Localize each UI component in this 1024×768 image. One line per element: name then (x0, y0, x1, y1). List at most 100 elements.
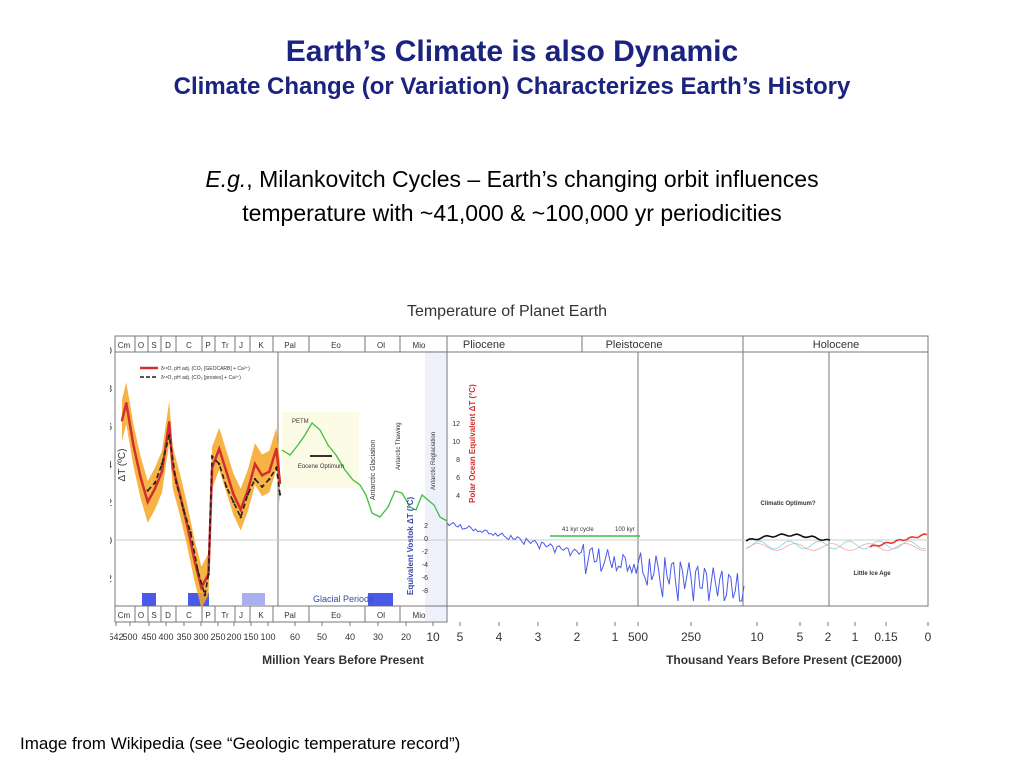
slide-body: E.g., Milankovitch Cycles – Earth’s chan… (0, 162, 1024, 230)
x-tick-label: 50 (317, 632, 327, 642)
vostok-label: Equivalent Vostok ΔT (°C) (406, 497, 415, 595)
data-point (218, 462, 221, 466)
x-tick-label: 2 (825, 630, 832, 644)
period-label-top: Eo (331, 341, 341, 350)
data-point (268, 478, 271, 481)
period-label-bottom: Ol (377, 611, 385, 620)
data-point (185, 523, 189, 526)
y-tick-label: -2 (110, 574, 112, 585)
data-point (171, 466, 174, 469)
x-tick-label: 0.15 (874, 630, 898, 644)
y-tick-label: 0 (110, 536, 112, 547)
glacial-band (242, 593, 265, 606)
period-label-top: Mio (413, 341, 426, 350)
cenozoic-trace (281, 421, 448, 522)
data-point (200, 586, 203, 589)
period-label-bottom: Mio (413, 611, 426, 620)
legend-label-proxies: δ¹⁸O, pH adj. (CO₂ [proxies] + Ca²⁺) (161, 375, 241, 381)
petm-label: PETM (292, 419, 309, 425)
period-label-bottom: Eo (331, 611, 341, 620)
antarctic-reglaciation-label: Antarctic Reglaciation (431, 432, 437, 490)
temperature-chart: Temperature of Planet Earth Cm O S D C P Tr J K P… (110, 303, 932, 667)
x-tick-label: 250 (210, 632, 225, 642)
data-point (189, 531, 192, 534)
data-point (260, 474, 264, 477)
data-point (153, 481, 157, 485)
period-label-top: Holocene (813, 339, 859, 351)
polar-ocean-label: Polar Ocean Equivalent ΔT (°C) (468, 384, 477, 503)
polar-tick-label: 6 (456, 475, 460, 482)
period-label-top: J (239, 341, 243, 350)
slide-title-block: Earth’s Climate is also Dynamic Climate … (0, 34, 1024, 102)
antarctic-glaciation-label: Antarctic Glaciation (370, 440, 377, 500)
data-point (246, 489, 249, 492)
period-label-top: Pliocene (463, 339, 505, 351)
data-point (182, 508, 185, 511)
x-tick-label: 200 (226, 632, 241, 642)
data-point (225, 470, 228, 473)
data-point (207, 573, 210, 576)
x-tick-label: 2 (574, 630, 581, 644)
period-label-top: Cm (118, 341, 131, 350)
data-point (160, 470, 164, 473)
body-line-2: temperature with ~41,000 & ~100,000 yr p… (242, 200, 782, 226)
period-label-top: P (205, 341, 210, 350)
vostok-tick-label: -2 (422, 549, 428, 556)
period-label-bottom: J (239, 611, 243, 620)
y-tick-label: 10 (110, 346, 112, 357)
cycle-41-label: 41 kyr cycle (562, 527, 594, 533)
bottom-period-labels: Cm O S D C P Tr J K Pal Eo Ol Mio (118, 606, 426, 622)
vostok-tick-label: -8 (422, 588, 428, 595)
data-point (168, 434, 171, 437)
holocene-trace-1 (745, 540, 927, 550)
x-tick-label: 3 (535, 630, 542, 644)
body-line-1: E.g., Milankovitch Cycles – Earth’s chan… (0, 162, 1024, 196)
y-axis-label: ΔT (ºC) (117, 449, 128, 482)
x-tick-label: 450 (141, 632, 156, 642)
data-point (278, 493, 282, 496)
data-point (253, 462, 257, 466)
x-tick-label: 300 (193, 632, 208, 642)
y-tick-label: 4 (110, 460, 112, 471)
data-point (218, 447, 221, 450)
chart-legend: δ¹⁸O, pH adj. (CO₂ [GEOCARB] + Ca²⁺) δ¹⁸… (140, 366, 250, 381)
vostok-panel (425, 351, 447, 621)
climatic-optimum-label: Climatic Optimum? (760, 501, 815, 507)
data-point (178, 493, 182, 496)
polar-tick-label: 4 (456, 493, 460, 500)
antarctic-thawing-label: Antarctic Thawing (396, 422, 402, 470)
vostok-tick-label: -6 (422, 575, 428, 582)
glacial-band (142, 593, 156, 606)
data-point (120, 419, 124, 422)
x-tick-label: 542 (110, 632, 124, 642)
data-point (239, 516, 242, 519)
x-tick-label: 5 (457, 630, 464, 644)
top-period-labels: Cm O S D C P Tr J K Pal Eo Ol Mio Pliocene Pleistocene… (118, 336, 859, 352)
x-tick-label: 400 (158, 632, 173, 642)
eocene-optimum-label: Eocene Optimum (298, 464, 344, 470)
series-line-geocarb (120, 402, 282, 591)
data-point (260, 485, 264, 488)
data-point (246, 493, 249, 496)
holocene-trace-2 (745, 543, 927, 551)
period-label-top: S (151, 341, 156, 350)
cycle-100-label: 100 kyr (615, 527, 635, 533)
data-point (193, 557, 196, 561)
glacial-period-bands (142, 593, 393, 606)
period-label-top: K (258, 341, 264, 350)
period-label-top: D (165, 341, 171, 350)
plot-frame (114, 351, 929, 607)
vostok-tick-label: 2 (424, 523, 428, 530)
data-point (139, 476, 142, 479)
data-point (125, 402, 128, 405)
x-axis-label-million: Million Years Before Present (262, 653, 424, 667)
data-point (210, 455, 214, 458)
slide-title: Earth’s Climate is also Dynamic (285, 35, 739, 68)
data-point (275, 447, 278, 450)
x-tick-label: 1 (612, 630, 619, 644)
x-tick-label: 0 (925, 630, 932, 644)
slide-subtitle: Climate Change (or Variation) Characteri… (173, 73, 851, 100)
polar-tick-label: 10 (452, 439, 460, 446)
period-label-bottom: O (138, 611, 144, 620)
data-point (275, 466, 278, 469)
